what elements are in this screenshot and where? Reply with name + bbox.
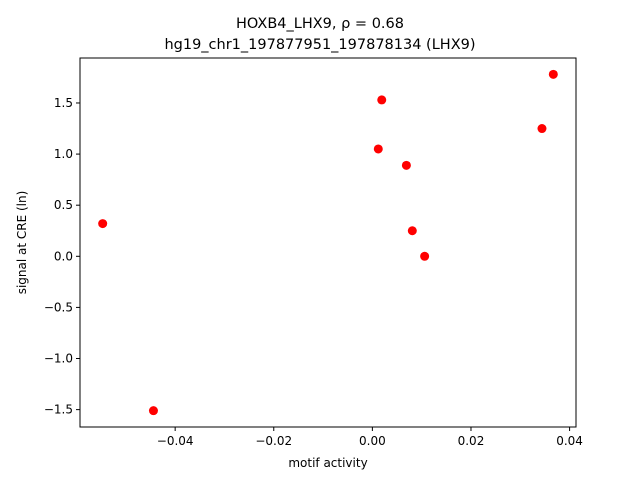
x-tick-label: 0.04 <box>556 434 583 448</box>
scatter-point <box>98 219 108 229</box>
y-tick-label: 1.5 <box>54 96 73 110</box>
data-points <box>98 69 558 416</box>
scatter-point <box>373 144 383 154</box>
x-tick-label: −0.04 <box>157 434 194 448</box>
y-tick-label: −1.0 <box>44 352 73 366</box>
y-tick-label: 0.5 <box>54 198 73 212</box>
y-tick-label: −0.5 <box>44 300 73 314</box>
chart-title-line2: hg19_chr1_197877951_197878134 (LHX9) <box>164 37 475 53</box>
y-tick-label: −1.5 <box>44 403 73 417</box>
y-axis-label: signal at CRE (ln) <box>15 191 29 295</box>
x-axis-label: motif activity <box>288 456 367 470</box>
x-tick-label: 0.00 <box>359 434 386 448</box>
scatter-point <box>377 95 387 105</box>
scatter-point <box>548 69 558 79</box>
scatter-point <box>148 406 158 416</box>
scatter-point <box>407 226 417 236</box>
y-axis-ticks: −1.5 −1.0 −0.5 0.0 0.5 1.0 1.5 <box>44 96 80 417</box>
plot-area-frame <box>79 57 577 428</box>
scatter-point <box>537 124 547 134</box>
y-tick-label: 0.0 <box>54 249 73 263</box>
scatter-point <box>420 251 430 261</box>
y-tick-label: 1.0 <box>54 147 73 161</box>
x-tick-label: 0.02 <box>458 434 485 448</box>
chart-title-line1: HOXB4_LHX9, ρ = 0.68 <box>236 16 404 32</box>
scatter-point <box>401 160 411 170</box>
x-axis-ticks: −0.04 −0.02 0.00 0.02 0.04 <box>157 427 583 448</box>
x-tick-label: −0.02 <box>255 434 292 448</box>
